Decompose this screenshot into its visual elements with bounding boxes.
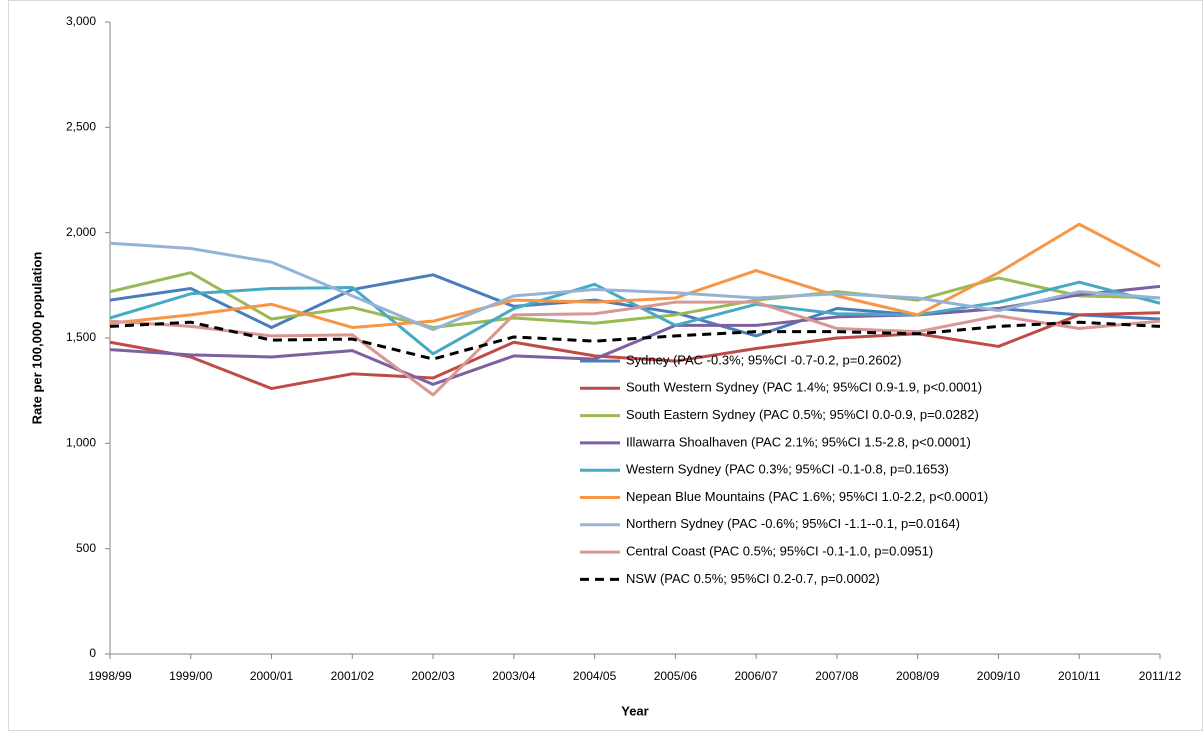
legend-label: Nepean Blue Mountains (PAC 1.6%; 95%CI 1… [626, 489, 988, 504]
y-axis-title: Rate per 100,000 population [29, 252, 44, 425]
series-line [109, 300, 1161, 397]
x-tick-label: 2009/10 [977, 669, 1021, 683]
y-tick-label: 0 [89, 646, 96, 660]
legend-label: NSW (PAC 0.5%; 95%CI 0.2-0.7, p=0.0002) [626, 571, 880, 586]
legend-label: Central Coast (PAC 0.5%; 95%CI -0.1-1.0,… [626, 544, 933, 559]
series-line [109, 222, 1161, 329]
x-tick-label: 2011/12 [1139, 669, 1182, 683]
legend-label: South Eastern Sydney (PAC 0.5%; 95%CI 0.… [626, 407, 979, 422]
chart-frame [8, 0, 1203, 731]
legend-label: Northern Sydney (PAC -0.6%; 95%CI -1.1--… [626, 516, 960, 531]
x-tick-label: 1998/99 [88, 669, 132, 683]
x-tick-label: 2003/04 [492, 669, 536, 683]
x-tick-label: 2007/08 [815, 669, 859, 683]
x-tick-label: 2005/06 [654, 669, 698, 683]
x-tick-label: 2008/09 [896, 669, 940, 683]
legend-label: Illawarra Shoalhaven (PAC 2.1%; 95%CI 1.… [626, 434, 971, 449]
x-tick-label: 2004/05 [573, 669, 617, 683]
x-axis-title: Year [621, 703, 648, 718]
x-tick-label: 2010/11 [1058, 669, 1101, 683]
x-tick-label: 2002/03 [411, 669, 455, 683]
y-tick-label: 2,000 [66, 225, 96, 239]
x-tick-label: 2001/02 [331, 669, 375, 683]
y-tick-label: 500 [76, 541, 96, 555]
y-tick-label: 3,000 [66, 14, 96, 28]
series-line [109, 280, 1161, 356]
series-line [109, 241, 1161, 332]
legend-label: South Western Sydney (PAC 1.4%; 95%CI 0.… [626, 380, 982, 395]
y-tick-label: 2,500 [66, 120, 96, 134]
x-tick-label: 2006/07 [734, 669, 778, 683]
series-line [109, 271, 1161, 329]
series-line [109, 320, 1161, 361]
x-tick-label: 1999/00 [169, 669, 213, 683]
legend-label: Sydney (PAC -0.3%; 95%CI -0.7-0.2, p=0.2… [626, 352, 901, 367]
y-tick-label: 1,000 [66, 436, 96, 450]
y-tick-label: 1,500 [66, 330, 96, 344]
x-tick-label: 2000/01 [250, 669, 294, 683]
series-line [109, 311, 1161, 391]
legend-label: Western Sydney (PAC 0.3%; 95%CI -0.1-0.8… [626, 462, 949, 477]
